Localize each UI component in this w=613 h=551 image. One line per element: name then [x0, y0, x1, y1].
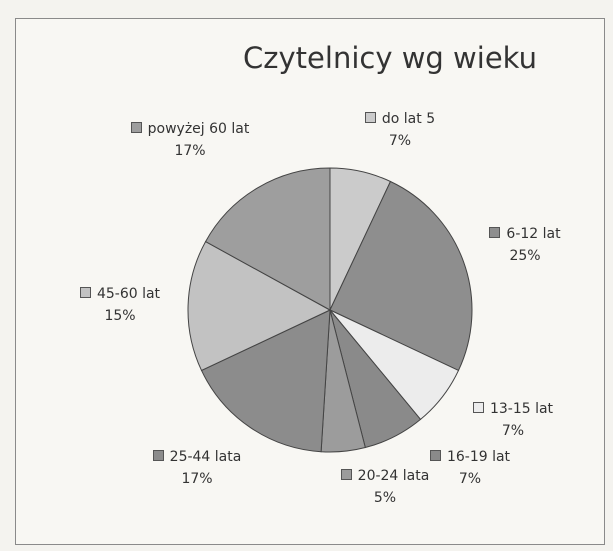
- category-label: 6-12 lat: [506, 226, 561, 242]
- category-label: 16-19 lat: [446, 449, 511, 465]
- category-label: do lat 5: [381, 111, 436, 127]
- data-label: 20-24 lata 5%: [325, 465, 445, 509]
- category-label: 20-24 lata: [357, 468, 430, 484]
- value-label: 7%: [501, 423, 525, 439]
- category-label: 25-44 lata: [169, 449, 242, 465]
- legend-key: [152, 450, 164, 461]
- data-label: 13-15 lat 7%: [458, 398, 568, 442]
- chart-title: Czytelnicy wg wieku: [243, 41, 537, 75]
- pie-slice: [200, 309, 331, 453]
- value-label: 17%: [181, 471, 213, 487]
- value-label: 7%: [388, 133, 412, 149]
- legend-key: [130, 122, 142, 133]
- value-label: 7%: [458, 471, 482, 487]
- data-label: 45-60 lat 15%: [60, 283, 180, 327]
- value-label: 17%: [174, 143, 206, 159]
- pie-slice: [204, 167, 331, 311]
- value-label: 5%: [373, 490, 397, 506]
- data-label: 25-44 lata 17%: [132, 446, 262, 490]
- pie-slice: [329, 180, 473, 372]
- value-label: 15%: [104, 308, 136, 324]
- legend-key: [79, 287, 91, 298]
- data-label: powyżej 60 lat 17%: [125, 118, 255, 162]
- legend-key: [429, 450, 441, 461]
- pie-slice: [187, 240, 332, 372]
- legend-key: [489, 227, 501, 238]
- category-label: 45-60 lat: [96, 286, 161, 302]
- data-label: do lat 5 7%: [340, 108, 460, 152]
- category-label: 13-15 lat: [489, 401, 554, 417]
- data-label: 6-12 lat 25%: [470, 223, 580, 267]
- category-label: powyżej 60 lat: [147, 121, 250, 137]
- value-label: 25%: [509, 248, 541, 264]
- data-label: 16-19 lat 7%: [415, 446, 525, 490]
- legend-key: [340, 469, 352, 480]
- legend-key: [364, 112, 376, 123]
- legend-key: [472, 402, 484, 413]
